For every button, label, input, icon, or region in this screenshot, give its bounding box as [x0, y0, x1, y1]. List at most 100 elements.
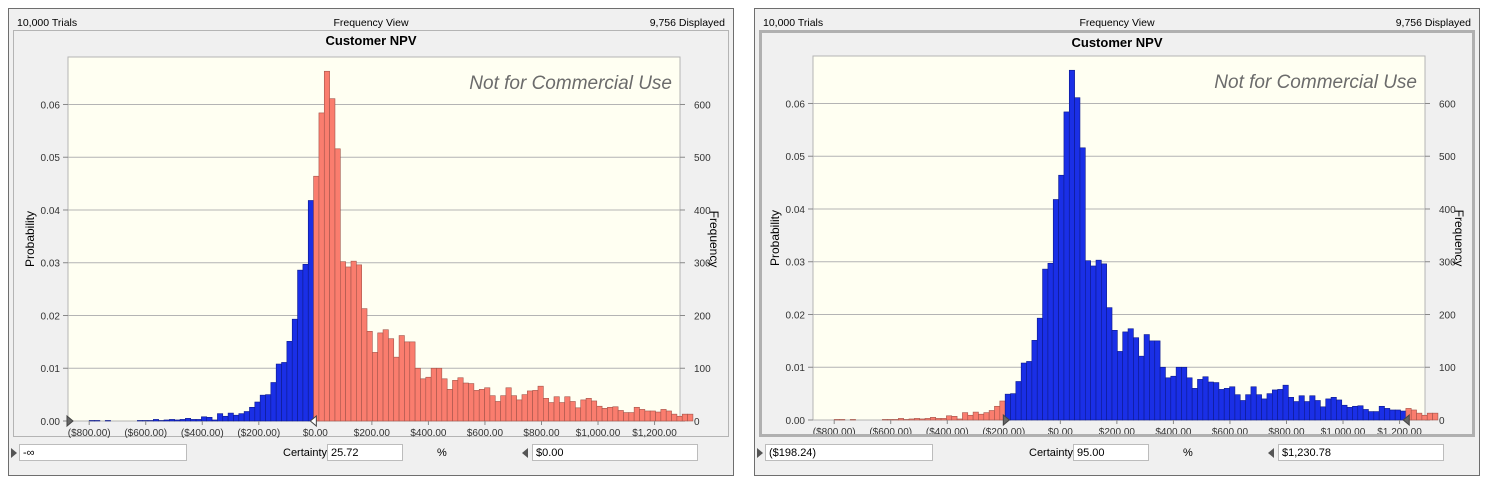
histogram-bar: [1277, 389, 1284, 421]
histogram-bar: [601, 408, 608, 422]
histogram-bar: [478, 389, 485, 422]
histogram-bar: [227, 412, 234, 422]
histogram-plot[interactable]: 0.00 0 0.01 100 0.02 200 0.03 300 0.04 400 0.05 500…: [762, 33, 1472, 434]
histogram-bar: [924, 418, 931, 421]
histogram-bar: [1101, 263, 1107, 421]
histogram-bar: [1063, 111, 1070, 421]
y2-tick-label: 600: [694, 100, 711, 111]
histogram-bar: [946, 415, 953, 421]
x-tick-label: $600.00: [1212, 427, 1249, 434]
upper-bound-input[interactable]: $1,230.78: [1278, 444, 1444, 461]
histogram-bar: [972, 411, 979, 421]
histogram-bar: [978, 413, 985, 421]
histogram-bar: [633, 406, 640, 422]
histogram-bar: [983, 412, 990, 421]
histogram-bar: [1261, 398, 1268, 421]
y2-tick-label: 500: [694, 153, 711, 164]
left-grabber-icon[interactable]: [11, 448, 17, 458]
lower-bound-input[interactable]: -∞: [19, 444, 187, 461]
histogram-bar: [489, 395, 496, 422]
histogram-bar: [174, 419, 181, 422]
y2-tick-label: 0: [1439, 416, 1445, 427]
histogram-bar: [484, 387, 491, 422]
histogram-bar: [660, 409, 667, 422]
histogram-bar: [211, 419, 218, 422]
histogram-bar: [665, 410, 672, 422]
right-grabber-icon[interactable]: [1268, 448, 1274, 458]
y-tick-label: 0.02: [41, 311, 61, 322]
histogram-bar: [1432, 412, 1439, 421]
x-tick-label: $400.00: [1155, 427, 1192, 434]
histogram-bar: [1133, 337, 1140, 421]
watermark-text: Not for Commercial Use: [1214, 72, 1417, 93]
histogram-bar: [687, 413, 694, 422]
y2-tick-label: 100: [1439, 363, 1456, 374]
histogram-bar: [1229, 386, 1236, 421]
histogram-bar: [1138, 355, 1145, 421]
histogram-bar: [649, 410, 656, 422]
certainty-input[interactable]: 95.00: [1073, 444, 1149, 461]
y2-tick-label: 400: [1439, 205, 1456, 216]
histogram-bar: [671, 413, 678, 422]
histogram-bar: [238, 413, 245, 422]
x-tick-label: $1,200.00: [632, 428, 677, 438]
x-tick-label: $800.00: [1268, 427, 1305, 434]
lower-grabber-icon[interactable]: [66, 414, 74, 428]
histogram-bar: [1394, 409, 1401, 421]
y-tick-label: 0.00: [786, 416, 806, 427]
histogram-bar: [323, 70, 330, 422]
histogram-bar: [340, 261, 346, 422]
lower-grabber-icon[interactable]: [1002, 413, 1011, 427]
certainty-controls: -∞ Certainty: 25.72 % $0.00: [9, 443, 733, 467]
histogram-bar: [526, 390, 533, 422]
y2-tick-label: 0: [694, 417, 700, 428]
histogram-bar: [1186, 377, 1193, 421]
left-grabber-icon[interactable]: [757, 448, 763, 458]
histogram-bar: [94, 420, 101, 422]
certainty-label: Certainty:: [283, 447, 331, 459]
histogram-bar: [1245, 394, 1252, 421]
histogram-bar: [628, 412, 635, 422]
y2-tick-label: 300: [1439, 258, 1456, 269]
histogram-bar: [393, 356, 400, 422]
histogram-bar: [548, 402, 555, 422]
upper-bound-input[interactable]: $0.00: [532, 444, 698, 461]
lower-bound-input[interactable]: ($198.24): [765, 444, 933, 461]
histogram-bar: [420, 378, 427, 422]
histogram-bar: [887, 419, 894, 421]
upper-grabber-icon[interactable]: [1402, 413, 1410, 427]
certainty-controls: ($198.24) Certainty: 95.00 % $1,230.78: [755, 443, 1479, 467]
histogram-bar: [1106, 307, 1113, 421]
histogram-bar: [935, 418, 942, 421]
histogram-bar: [1293, 401, 1300, 421]
y2-tick-label: 100: [694, 364, 711, 375]
histogram-bar: [839, 419, 846, 421]
histogram-bar: [313, 175, 320, 422]
histogram-bar: [1218, 389, 1225, 421]
y-tick-label: 0.00: [41, 417, 61, 428]
x-tick-label: $400.00: [410, 428, 447, 438]
histogram-plot[interactable]: 0.00 0 0.01 100 0.02 200 0.03 300 0.04 400 0.05 500…: [14, 31, 730, 438]
histogram-bar: [457, 377, 464, 422]
histogram-bar: [1384, 408, 1391, 421]
histogram-bar: [1426, 412, 1433, 421]
histogram-bar: [350, 260, 357, 422]
histogram-bar: [1336, 399, 1343, 421]
displayed-count: 9,756 Displayed: [1395, 17, 1471, 29]
trials-count: 10,000 Trials: [763, 17, 824, 29]
upper-grabber-icon[interactable]: [309, 414, 317, 428]
y2-tick-label: 200: [694, 311, 711, 322]
histogram-bar: [1085, 260, 1091, 421]
histogram-bar: [425, 376, 432, 422]
histogram-bar: [361, 308, 368, 422]
histogram-bar: [1255, 394, 1262, 421]
histogram-bar: [1170, 375, 1177, 421]
histogram-bar: [1378, 405, 1385, 421]
y-tick-label: 0.04: [786, 205, 806, 216]
right-grabber-icon[interactable]: [522, 448, 528, 458]
histogram-bar: [575, 407, 582, 422]
histogram-bar: [243, 411, 250, 422]
histogram-bar: [1095, 259, 1102, 421]
certainty-input[interactable]: 25.72: [327, 444, 403, 461]
x-tick-label: ($800.00): [813, 427, 856, 434]
